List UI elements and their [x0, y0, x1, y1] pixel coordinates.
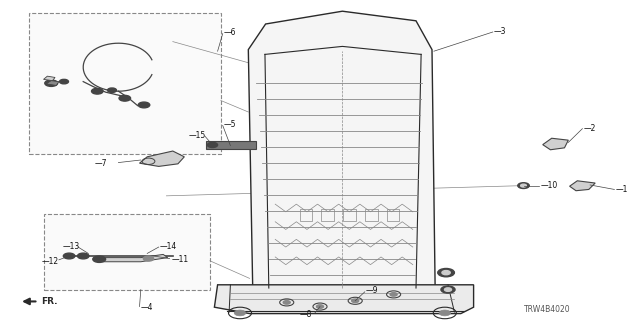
Circle shape	[143, 256, 154, 261]
Circle shape	[518, 183, 529, 188]
Circle shape	[93, 256, 106, 262]
Circle shape	[438, 268, 454, 277]
Text: —2: —2	[584, 124, 596, 133]
Bar	[321, 209, 334, 221]
Polygon shape	[248, 11, 435, 293]
Bar	[29, 13, 221, 154]
Circle shape	[108, 88, 116, 92]
Text: —4: —4	[141, 303, 154, 312]
Bar	[44, 214, 210, 290]
Polygon shape	[214, 285, 474, 314]
Bar	[300, 209, 312, 221]
Text: —15: —15	[189, 131, 206, 140]
Circle shape	[442, 271, 451, 275]
Polygon shape	[46, 81, 59, 85]
Circle shape	[63, 253, 75, 259]
Circle shape	[45, 80, 58, 86]
Text: —1: —1	[616, 185, 628, 194]
Polygon shape	[570, 181, 595, 191]
Circle shape	[207, 142, 218, 148]
Text: —3: —3	[494, 28, 507, 36]
Text: —6: —6	[224, 28, 237, 37]
Circle shape	[390, 292, 397, 296]
Bar	[343, 209, 356, 221]
Circle shape	[284, 301, 291, 304]
Circle shape	[119, 95, 131, 101]
Polygon shape	[543, 138, 568, 150]
Circle shape	[521, 184, 526, 187]
Circle shape	[77, 253, 89, 259]
Circle shape	[445, 288, 452, 291]
Text: —10: —10	[540, 181, 557, 190]
Text: TRW4B4020: TRW4B4020	[524, 305, 570, 314]
Text: —7: —7	[95, 159, 108, 168]
Circle shape	[439, 310, 451, 316]
Polygon shape	[44, 76, 55, 81]
Circle shape	[92, 88, 103, 94]
Text: —13: —13	[63, 242, 80, 251]
Circle shape	[60, 79, 68, 84]
Text: FR.: FR.	[42, 297, 58, 306]
Text: —11: —11	[172, 255, 189, 264]
Text: —9: —9	[366, 286, 379, 295]
Bar	[365, 209, 378, 221]
Text: —14: —14	[160, 242, 177, 251]
Text: —8: —8	[300, 310, 312, 319]
Text: —5: —5	[224, 120, 237, 129]
Circle shape	[441, 286, 455, 293]
Text: —12: —12	[42, 257, 59, 266]
Bar	[387, 209, 399, 221]
Bar	[206, 141, 256, 149]
Polygon shape	[99, 254, 168, 262]
Circle shape	[352, 299, 359, 303]
Circle shape	[234, 310, 246, 316]
Polygon shape	[140, 151, 184, 166]
Circle shape	[138, 102, 150, 108]
Circle shape	[317, 305, 323, 308]
